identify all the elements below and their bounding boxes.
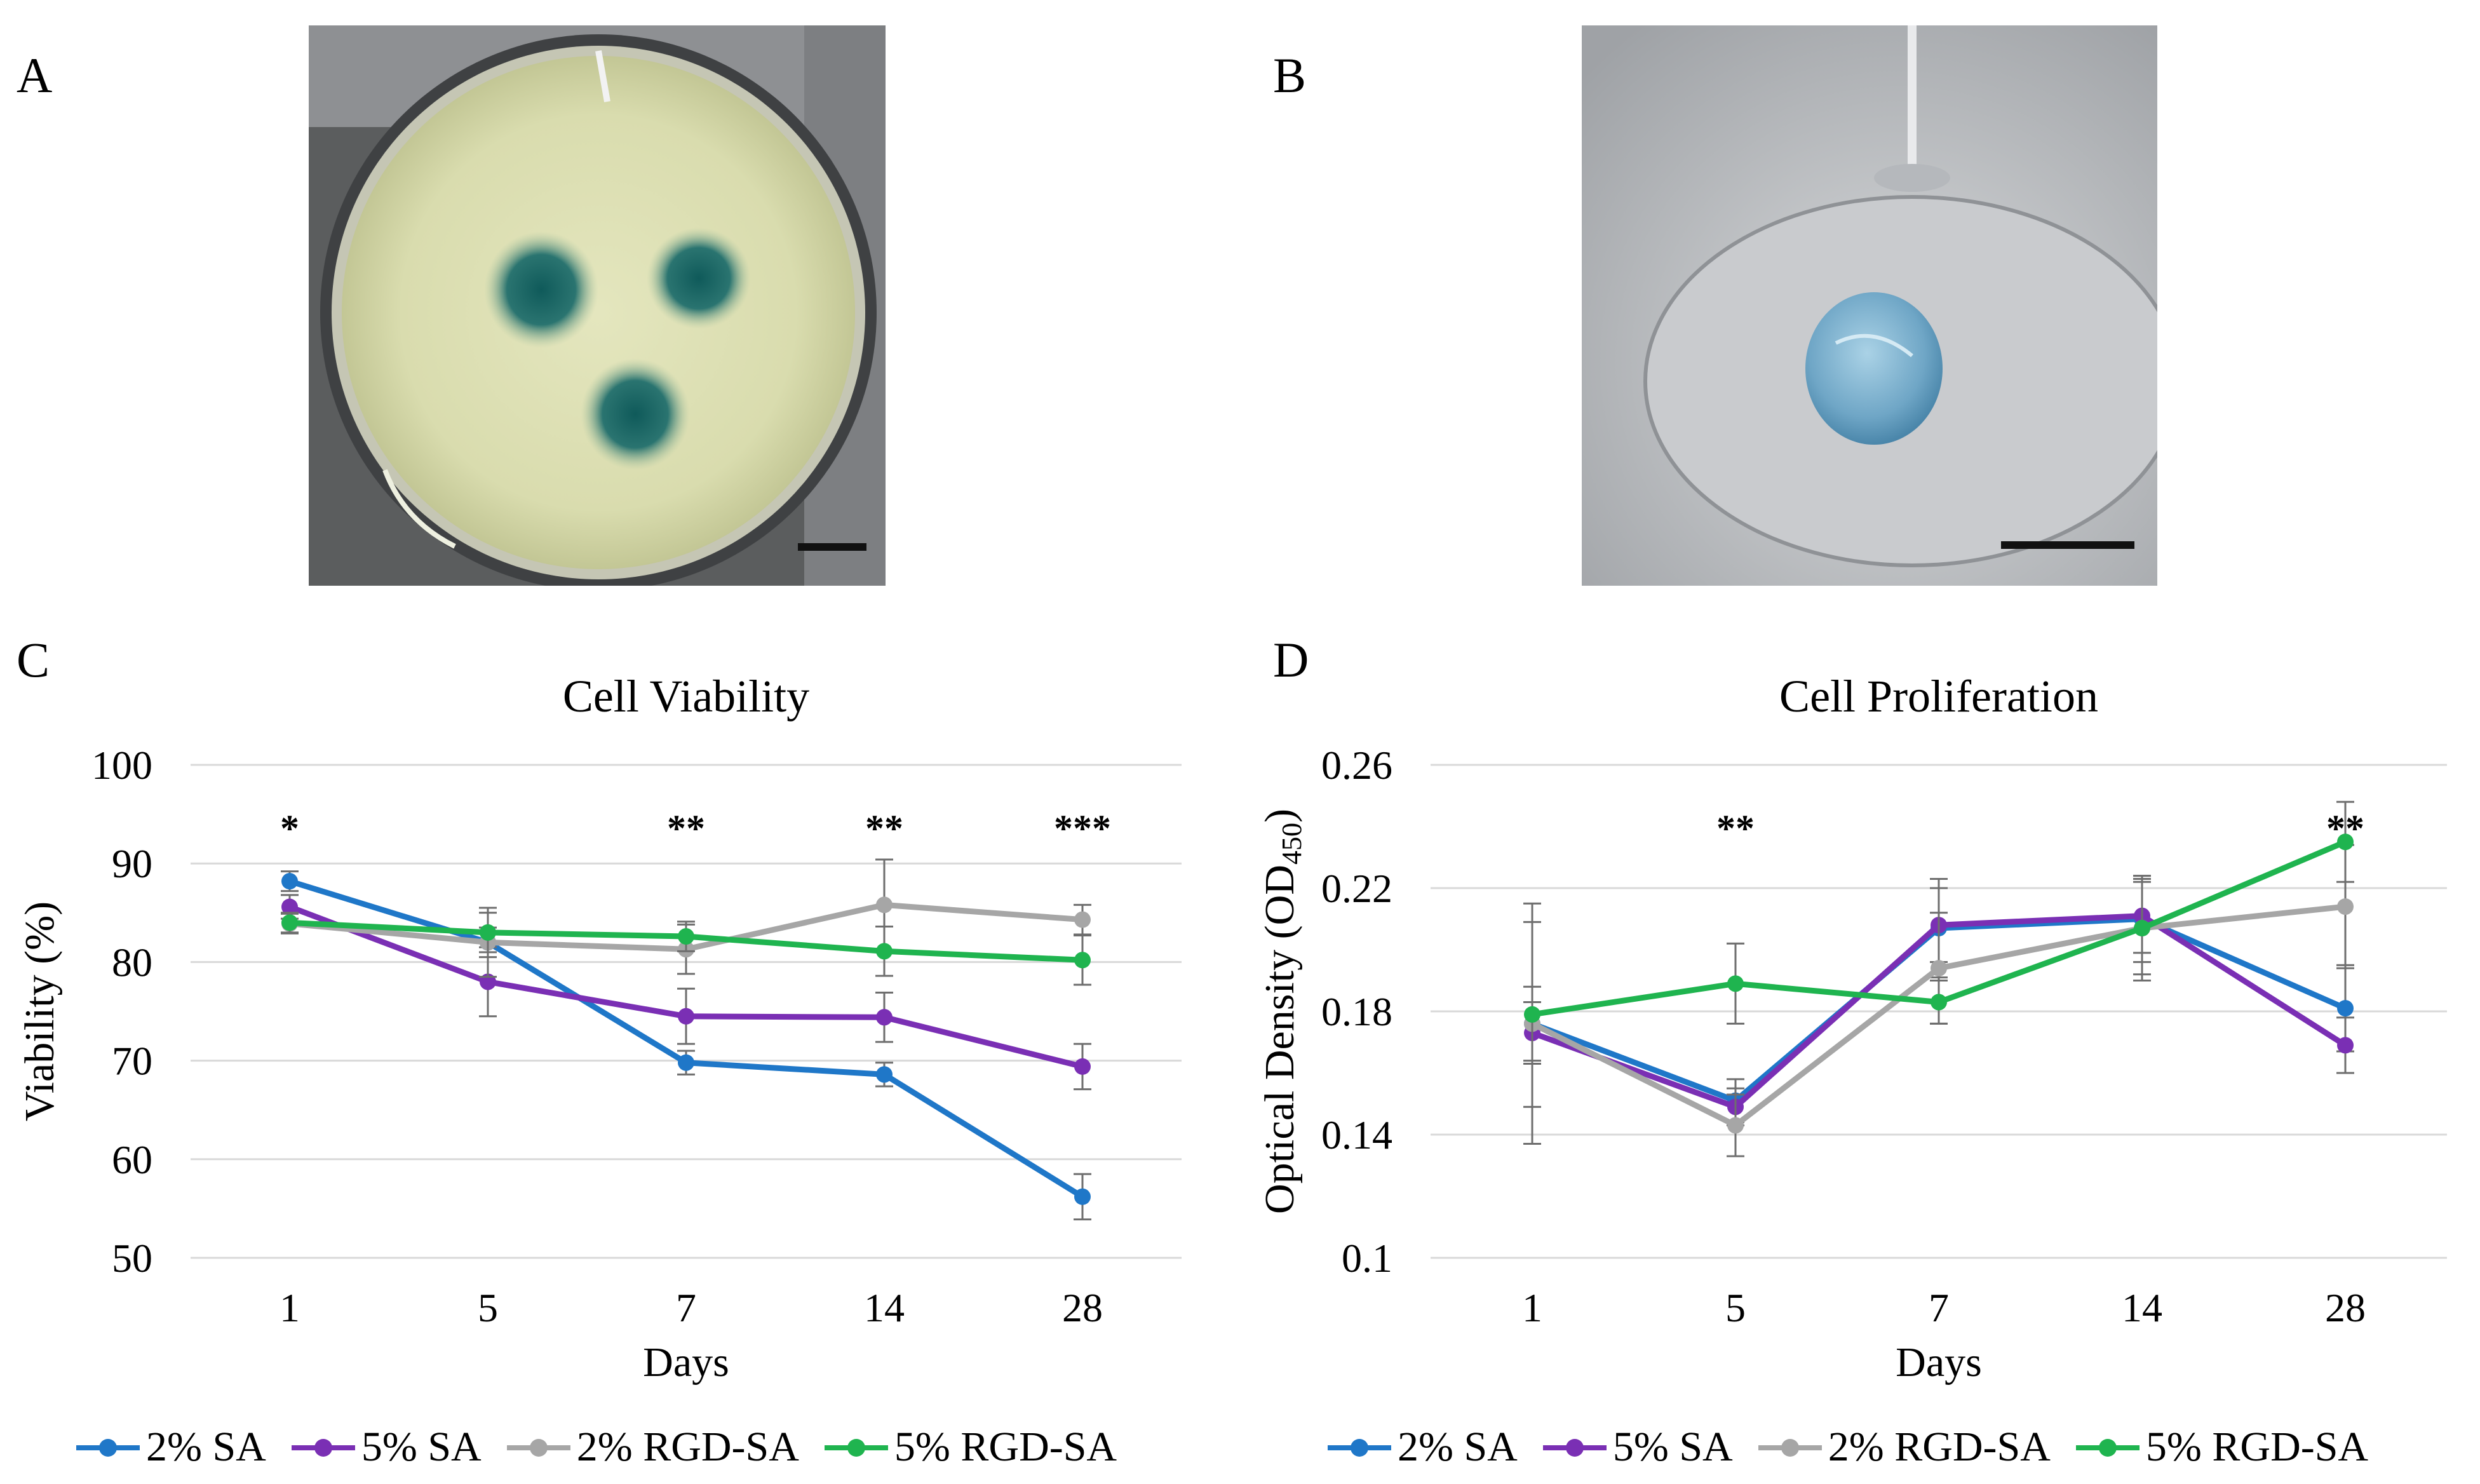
data-point [1931, 960, 1947, 977]
x-tick-label: 7 [676, 1285, 696, 1330]
chart-title: Cell Viability [563, 671, 809, 722]
y-tick-label: 70 [112, 1039, 152, 1084]
legend-item-5rgd: 5% RGD-SA [824, 1423, 1117, 1471]
y-tick-label: 0.26 [1321, 743, 1392, 788]
chart-title: Cell Proliferation [1779, 671, 2098, 722]
data-point [1074, 1058, 1091, 1075]
data-point [876, 1066, 893, 1083]
legend-swatch-2sa [76, 1434, 140, 1460]
legend-label-5rgd: 5% RGD-SA [2145, 1424, 2369, 1470]
data-point [2337, 1000, 2354, 1017]
data-point [1727, 975, 1744, 992]
legend-item-5rgd: 5% RGD-SA [2075, 1423, 2369, 1471]
x-tick-label: 5 [1725, 1285, 1746, 1330]
data-point [1074, 911, 1091, 928]
legend-viability: 2% SA 5% SA 2% RGD-SA 5% RGD-SA [76, 1423, 1117, 1471]
legend-item-2sa: 2% SA [76, 1423, 266, 1471]
legend-swatch-2rgd [1758, 1434, 1822, 1460]
y-axis-title: Optical Density (OD450) [1257, 809, 1307, 1214]
y-axis-title-subscript: 450 [1276, 823, 1307, 865]
data-point [480, 924, 496, 941]
data-point [2134, 920, 2150, 937]
data-point [281, 873, 298, 890]
legend-label-2sa: 2% SA [146, 1424, 266, 1470]
y-axis-title-end: ) [1257, 809, 1303, 823]
x-tick-label: 28 [1062, 1285, 1103, 1330]
legend-item-2rgd: 2% RGD-SA [506, 1423, 799, 1471]
legend-swatch-2rgd [506, 1434, 570, 1460]
y-tick-label: 80 [112, 940, 152, 985]
legend-label-5rgd: 5% RGD-SA [894, 1424, 1117, 1470]
legend-swatch-2sa [1328, 1434, 1391, 1460]
data-point [876, 1009, 893, 1026]
data-point [2337, 1037, 2354, 1054]
significance-marker: ** [865, 807, 903, 849]
panel-label-a: A [17, 48, 53, 103]
x-tick-label: 5 [478, 1285, 498, 1330]
legend-swatch-5sa [1542, 1434, 1607, 1460]
x-tick-label: 7 [1929, 1285, 1949, 1330]
data-point [678, 928, 694, 945]
y-axis-title: Viability (%) [17, 901, 63, 1121]
significance-marker: ** [667, 807, 705, 849]
legend-swatch-5rgd [824, 1434, 888, 1460]
series-5rgd [1523, 800, 2354, 1108]
series-2sa [281, 870, 1091, 1220]
data-point [281, 914, 298, 931]
y-tick-label: 0.18 [1321, 989, 1392, 1034]
legend-item-2sa: 2% SA [1328, 1423, 1518, 1471]
legend-item-5sa: 5% SA [1542, 1423, 1733, 1471]
legend-proliferation: 2% SA 5% SA 2% RGD-SA 5% RGD-SA [1328, 1423, 2368, 1471]
data-point [1524, 1006, 1540, 1023]
x-tick-label: 14 [864, 1285, 905, 1330]
panel-label-b: B [1273, 48, 1307, 103]
data-point [678, 1054, 694, 1071]
legend-item-2rgd: 2% RGD-SA [1758, 1423, 2051, 1471]
photo-hydrogel-bead [1582, 25, 2157, 586]
legend-label-5sa: 5% SA [1612, 1424, 1733, 1470]
panel-label-d: D [1273, 632, 1309, 687]
data-point [1931, 994, 1947, 1011]
legend-item-5sa: 5% SA [291, 1423, 482, 1471]
legend-label-2rgd: 2% RGD-SA [576, 1424, 799, 1470]
x-axis-title: Days [643, 1339, 729, 1386]
chart-cell-proliferation: Cell Proliferation 0.1 0.14 0.18 0.22 0.26 1 5 7… [1240, 654, 2480, 1404]
y-tick-label: 0.22 [1321, 866, 1392, 911]
y-tick-label: 50 [112, 1236, 152, 1281]
significance-marker: ** [1716, 807, 1755, 849]
legend-swatch-5rgd [2075, 1434, 2140, 1460]
significance-marker: *** [1054, 807, 1111, 849]
data-point [678, 1008, 694, 1025]
x-tick-label: 1 [280, 1285, 300, 1330]
data-point [2337, 833, 2354, 851]
data-point [1074, 1188, 1091, 1205]
data-point [876, 896, 893, 914]
panel-label-c: C [17, 632, 50, 687]
legend-label-5sa: 5% SA [361, 1424, 482, 1470]
y-tick-label: 90 [112, 841, 152, 886]
y-tick-label: 0.1 [1342, 1236, 1392, 1281]
photo-petri-dish [309, 25, 886, 586]
significance-marker: * [280, 807, 299, 849]
series-5rgd [281, 912, 1091, 986]
x-axis-title: Days [1896, 1339, 1982, 1386]
data-point [876, 943, 893, 960]
legend-swatch-5sa [291, 1434, 355, 1460]
y-tick-label: 60 [112, 1137, 152, 1182]
y-tick-label: 100 [91, 743, 152, 788]
data-point [1727, 1117, 1744, 1134]
x-tick-label: 28 [2325, 1285, 2366, 1330]
legend-label-2sa: 2% SA [1398, 1424, 1518, 1470]
x-tick-label: 1 [1522, 1285, 1542, 1330]
data-point [281, 898, 298, 915]
data-point [1074, 952, 1091, 969]
legend-label-2rgd: 2% RGD-SA [1828, 1424, 2051, 1470]
chart-cell-viability: Cell Viability 50 60 70 80 90 100 1 5 7 14 28 Days Vi… [0, 654, 1240, 1404]
y-tick-label: 0.14 [1321, 1112, 1392, 1157]
data-point [2337, 898, 2354, 915]
x-tick-label: 14 [2122, 1285, 2162, 1330]
